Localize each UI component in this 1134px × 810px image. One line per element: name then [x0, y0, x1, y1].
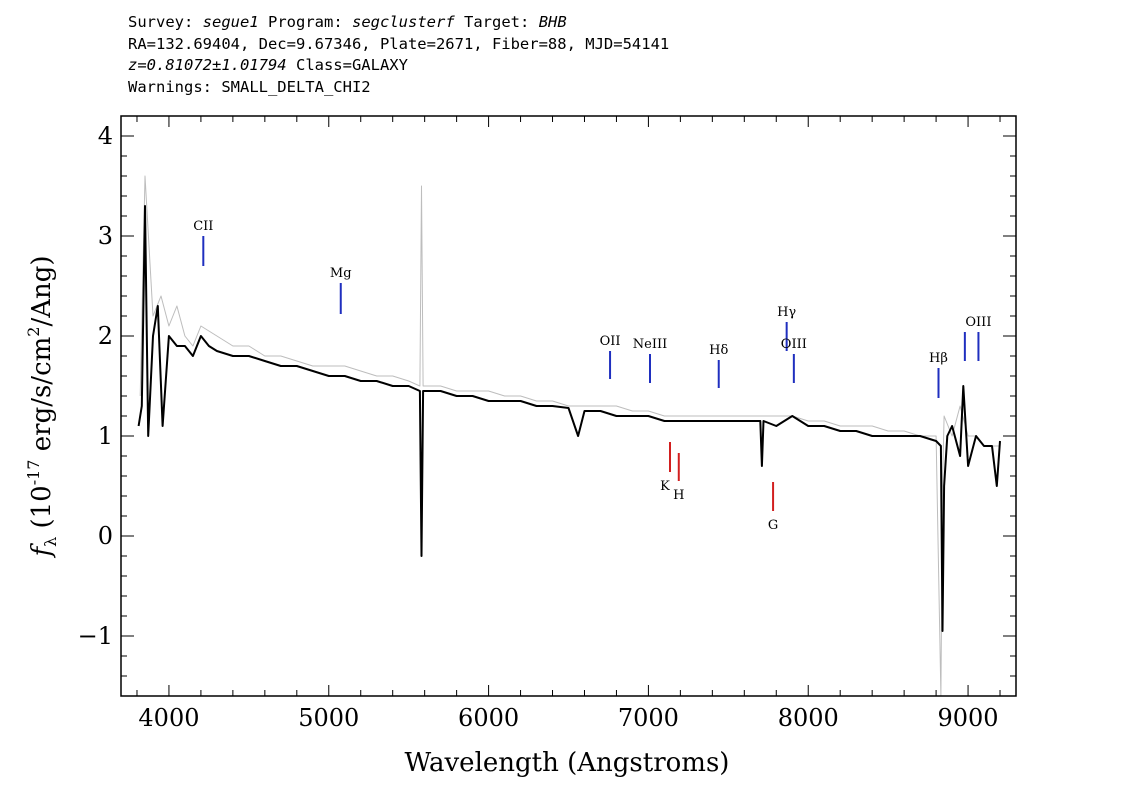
- header-line-warnings: Warnings: SMALL_DELTA_CHI2: [128, 77, 371, 96]
- x-tick-label: 4000: [138, 704, 199, 732]
- series-line-smoothed-flux: [137, 205, 1001, 632]
- x-tick-label: 6000: [458, 704, 519, 732]
- header-line-survey: Survey: segue1 Program: segclusterf Targ…: [128, 12, 669, 34]
- line-marker-layer: CII Mg OII NeIII Hδ Hγ OIII Hβ OIII KH G: [193, 219, 991, 533]
- y-tick-label: 2: [98, 322, 113, 350]
- y-tick-label: −1: [78, 622, 113, 650]
- redshift-value: z=0.81072±1.01794: [128, 56, 287, 74]
- line-marker-label: NeIII: [633, 337, 667, 352]
- line-marker-label: OII: [600, 334, 621, 349]
- class-value: Class=GALAXY: [295, 56, 408, 74]
- spectrum-header: Survey: segue1 Program: segclusterf Targ…: [128, 12, 669, 98]
- program-label: Program:: [268, 13, 343, 31]
- line-marker-label: Mg: [330, 266, 352, 281]
- line-marker-label: OIII: [781, 337, 807, 352]
- plot-frame: [120, 115, 1017, 697]
- survey-label: Survey:: [128, 13, 194, 31]
- y-tick-label: 3: [98, 222, 113, 250]
- line-marker-label: CII: [193, 219, 213, 234]
- line-marker-label: K: [660, 479, 670, 494]
- x-tick-label: 7000: [618, 704, 679, 732]
- header-line-redshift: z=0.81072±1.01794 Class=GALAXY: [128, 55, 669, 77]
- header-line-coordinates: RA=132.69404, Dec=9.67346, Plate=2671, F…: [128, 34, 670, 53]
- line-marker-label: G: [768, 518, 778, 533]
- y-tick-label: 4: [98, 122, 113, 150]
- survey-value: segue1: [202, 13, 259, 31]
- x-axis-label: Wavelength (Angstroms): [405, 748, 730, 778]
- line-marker-label: Hγ: [777, 305, 796, 320]
- y-axis-label: fλ (10-17 erg/s/cm2/Ang): [24, 255, 60, 558]
- target-value: BHB: [538, 13, 567, 31]
- y-tick-label: 0: [98, 522, 113, 550]
- x-tick-label: 5000: [298, 704, 359, 732]
- line-marker-label: Hβ: [929, 351, 948, 366]
- y-tick-label: 1: [98, 422, 113, 450]
- series-layer: [137, 175, 1001, 696]
- x-tick-label: 8000: [778, 704, 839, 732]
- tick-layer: 4000 5000 6000 7000 8000 9000 −1 0 1 2 3 4: [78, 116, 1016, 732]
- line-marker-label: OIII: [965, 315, 991, 330]
- program-value: segclusterf: [352, 13, 455, 31]
- x-tick-label: 9000: [938, 704, 999, 732]
- line-marker-label: Hδ: [709, 343, 728, 358]
- line-marker-label: H: [673, 488, 684, 503]
- target-label: Target:: [464, 13, 530, 31]
